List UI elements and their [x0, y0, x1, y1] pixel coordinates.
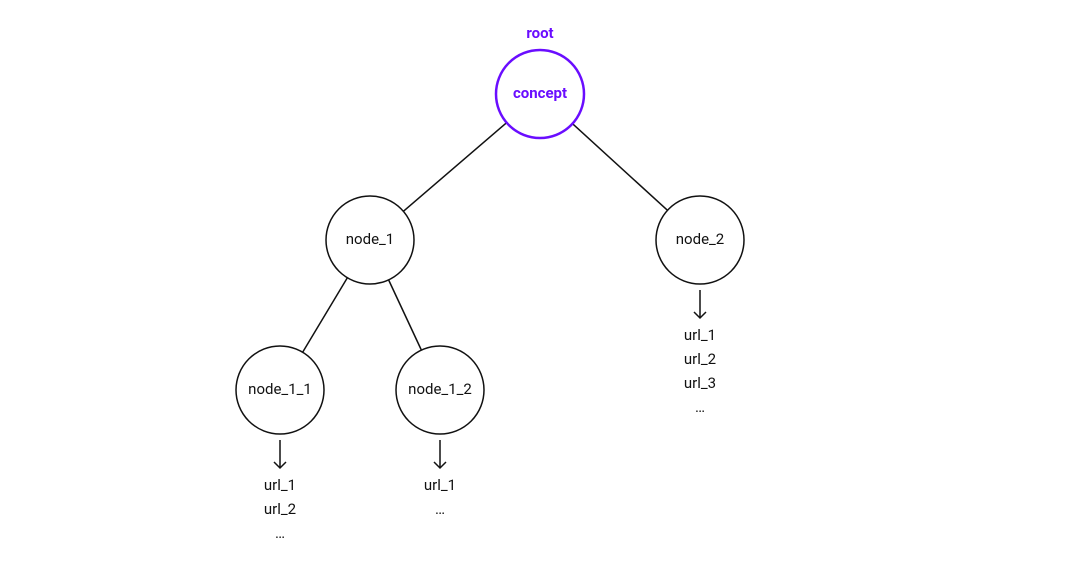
url-list-item: url_2 — [684, 350, 716, 368]
tree-diagram: concept node_1 node_2 node_1_1 node_1_2 root u… — [0, 0, 1080, 581]
url-lists-group: url_1 url_2 url_3 … url_1 url_2 … url_1 … — [264, 326, 716, 542]
edge — [303, 278, 348, 353]
nodes-group: concept node_1 node_2 node_1_1 node_1_2 — [236, 50, 744, 434]
url-list-item: url_1 — [424, 476, 456, 494]
node-label: node_1 — [346, 230, 394, 248]
url-list-item: … — [275, 524, 285, 542]
url-list-item: url_1 — [684, 326, 716, 344]
node-label: concept — [513, 84, 567, 102]
url-list-item: url_2 — [264, 500, 296, 518]
edge — [403, 123, 506, 212]
edge — [389, 280, 422, 350]
tree-node: node_1_1 — [236, 346, 324, 434]
node-label: node_2 — [676, 230, 724, 248]
url-list-item: url_1 — [264, 476, 296, 494]
edge — [573, 124, 668, 211]
node-label: node_1_1 — [248, 380, 312, 398]
url-list-item: url_3 — [684, 374, 716, 392]
tree-node: concept — [496, 50, 584, 138]
tree-node: node_1 — [326, 196, 414, 284]
arrows-group — [274, 290, 706, 468]
url-list-item: … — [695, 398, 705, 416]
node-label: node_1_2 — [408, 380, 472, 398]
url-list-item: … — [435, 500, 445, 518]
tree-node: node_1_2 — [396, 346, 484, 434]
root-title: root — [526, 24, 553, 42]
tree-node: node_2 — [656, 196, 744, 284]
